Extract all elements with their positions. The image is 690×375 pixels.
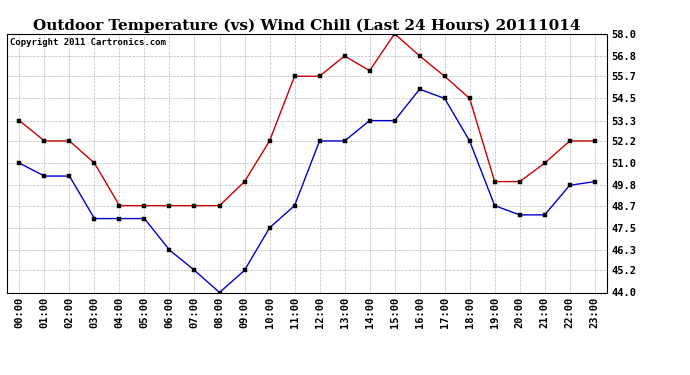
Text: Copyright 2011 Cartronics.com: Copyright 2011 Cartronics.com (10, 38, 166, 46)
Title: Outdoor Temperature (vs) Wind Chill (Last 24 Hours) 20111014: Outdoor Temperature (vs) Wind Chill (Las… (33, 18, 581, 33)
